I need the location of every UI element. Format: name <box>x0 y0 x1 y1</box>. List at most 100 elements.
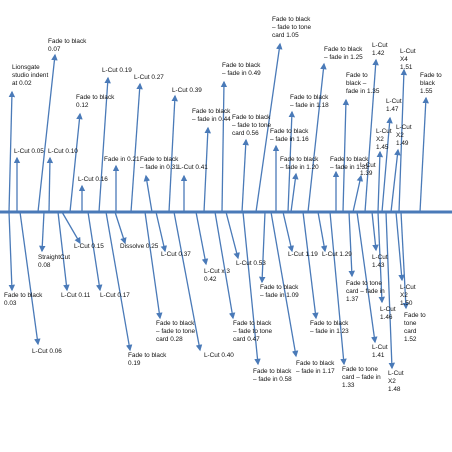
connector-arrow-fade-tone-105 <box>255 42 283 213</box>
event-label-fade-black-003: Fade to black 0.03 <box>4 292 43 307</box>
connector-arrow-lcut-141 <box>356 211 378 344</box>
connector-layer <box>8 42 429 370</box>
event-label-fade-tone-152: Fade to tone card 1.52 <box>404 312 426 343</box>
event-label-fade-tone-056: Fade to black – fade to tone card 0.56 <box>232 114 272 137</box>
connector-arrow-fade-black-007 <box>37 53 58 213</box>
connector-arrow-lcut-x2-150 <box>395 211 405 282</box>
event-label-lcut-006: L-Cut 0.06 <box>32 348 62 355</box>
event-label-lcut-147: L-Cut 1.47 <box>386 98 402 113</box>
connector-arrow-lcut-x3-042 <box>195 211 209 266</box>
connector-arrow-fade-tone-152 <box>400 211 409 310</box>
event-label-dissolve-025: Dissolve 0.25 <box>120 243 159 250</box>
connector-arrow-lcut-006 <box>19 211 41 346</box>
event-label-fade-black-in-031: Fade to black – fade in 0.31 <box>140 156 179 171</box>
connector-arrow-fade-black-in-044 <box>203 126 211 213</box>
event-label-lcut-x2-148: L-Cut X2 1.48 <box>388 370 404 393</box>
event-label-lcut-019: L-Cut 0.19 <box>102 67 132 74</box>
event-label-fade-black-in-125: Fade to black – fade in 1.25 <box>324 46 363 61</box>
event-label-fade-black-in-116: Fade to black – fade in 1.16 <box>270 128 309 143</box>
event-label-lcut-x2-150: L-Cut X2 1.50 <box>400 284 416 307</box>
connector-arrow-fade-tone-056 <box>241 138 249 213</box>
event-label-fade-black-in-135: Fade to black – fade in 1.35 <box>346 72 380 95</box>
connector-arrow-fade-tone-047 <box>214 211 236 320</box>
connector-arrow-lcut-x2-145 <box>376 150 384 213</box>
event-label-straight-cut-008: StraightCut 0.08 <box>38 254 70 269</box>
connector-arrow-lcut-x2-149 <box>390 148 401 213</box>
event-label-lcut-015: L-Cut 0.15 <box>74 243 104 250</box>
event-label-lcut-139: L-Cut 1.39 <box>360 162 376 177</box>
event-label-lcut-027: L-Cut 0.27 <box>134 74 164 81</box>
connector-arrow-lcut-119 <box>282 211 294 253</box>
connector-arrow-lcut-142 <box>364 58 379 213</box>
connector-arrow-fade-black-in-109 <box>258 211 266 284</box>
connector-arrow-fade-black-in-125 <box>307 62 327 213</box>
connector-arrow-fade-black-155 <box>419 96 429 213</box>
event-label-lcut-053: L-Cut 0.53 <box>236 260 266 267</box>
event-label-fade-black-007: Fade to black 0.07 <box>48 38 87 53</box>
event-label-fade-in-021: Fade in 0.21 <box>104 156 140 163</box>
connector-arrow-lcut-139 <box>352 174 364 213</box>
connector-arrow-fade-black-in-031 <box>143 174 153 213</box>
event-label-lcut-017: L-Cut 0.17 <box>100 292 130 299</box>
event-label-lcut-141: L-Cut 1.41 <box>372 344 388 359</box>
connector-arrow-lcut-143 <box>371 211 379 252</box>
event-label-lcut-x2-145: L-Cut X2 1.45 <box>376 128 392 151</box>
event-label-fade-tone-105: Fade to black – fade to tone card 1.05 <box>272 16 312 39</box>
connector-arrow-fade-black-in-120 <box>290 172 299 213</box>
event-label-fade-black-in-044: Fade to black – fade in 0.44 <box>192 108 231 123</box>
event-label-lcut-041: L-Cut 0.41 <box>178 164 208 171</box>
connector-arrow-fade-black-in-135 <box>342 98 350 213</box>
event-label-fade-black-in-058: Fade to black – fade in 0.58 <box>253 368 292 383</box>
event-label-lcut-037: L-Cut 0.37 <box>161 251 191 258</box>
event-label-fade-black-in-120: Fade to black – fade in 1.20 <box>280 156 319 171</box>
connector-arrow-lcut-x2-148 <box>385 211 396 370</box>
connector-arrow-fade-tone-028 <box>144 211 163 320</box>
event-label-lcut-146: L-Cut 1.46 <box>380 306 396 321</box>
event-label-fade-tone-047: Fade to black – fade to tone card 0.47 <box>233 320 273 343</box>
connector-arrow-lcut-037 <box>155 211 167 253</box>
connector-arrow-fade-tone-137 <box>348 211 356 278</box>
event-label-lcut-x3-042: L-Cut x 3 0.42 <box>204 268 230 283</box>
event-label-lcut-040: L-Cut 0.40 <box>204 352 234 359</box>
event-label-fade-black-019: Fade to black 0.19 <box>128 352 167 367</box>
event-label-lcut-005: L-Cut 0.05 <box>14 148 44 155</box>
connector-arrow-fade-black-in-123 <box>302 211 319 320</box>
connector-arrow-fade-black-in-049 <box>220 80 228 213</box>
event-label-lcut-016: L-Cut 0.16 <box>78 176 108 183</box>
event-label-fade-black-in-132: Fade to black – fade in 1.32 <box>330 156 369 171</box>
connector-arrow-fade-tone-133 <box>329 211 347 366</box>
event-label-fade-black-in-123: Fade to black – fade in 1.23 <box>310 320 349 335</box>
connector-arrow-lcut-147 <box>381 116 393 213</box>
connector-arrow-dissolve-025 <box>114 211 127 245</box>
connector-arrow-lcut-039 <box>168 94 178 213</box>
connector-arrow-fade-black-in-058 <box>242 211 261 366</box>
event-label-fade-tone-133: Fade to tone card – fade in 1.33 <box>342 366 381 389</box>
connector-arrow-lionsgate-ident <box>8 90 16 213</box>
connector-arrow-fade-black-012 <box>69 112 83 213</box>
event-label-fade-tone-028: Fade to black – fade to tone card 0.28 <box>156 320 196 343</box>
connector-arrow-fade-black-in-118 <box>287 110 296 213</box>
event-label-lcut-011: L-Cut 0.11 <box>61 292 91 299</box>
event-label-lcut-010: L-Cut 0.10 <box>48 148 78 155</box>
connector-arrow-lcut-129 <box>317 211 328 253</box>
connector-arrow-lcut-146 <box>377 211 386 304</box>
connector-arrow-lcut-017 <box>87 211 103 292</box>
event-label-fade-tone-137: Fade to tone card – fade in 1.37 <box>346 280 385 303</box>
connector-arrow-lcut-011 <box>57 211 70 292</box>
event-label-lcut-x2-149: L-Cut X2 1.49 <box>396 124 412 147</box>
connector-arrow-fade-black-003 <box>8 211 16 292</box>
connector-arrow-lcut-019 <box>98 76 111 213</box>
connector-arrow-lcut-027 <box>130 82 143 213</box>
event-label-lcut-143: L-Cut 1.43 <box>372 254 388 269</box>
connector-arrow-lcut-010 <box>46 156 54 213</box>
connector-arrow-lcut-040 <box>173 211 203 352</box>
event-label-fade-black-in-109: Fade to black – fade in 1.09 <box>260 284 299 299</box>
event-label-lionsgate-ident: Lionsgate studio indent at 0.02 <box>12 64 49 87</box>
connector-arrow-straight-cut-008 <box>39 211 46 253</box>
event-label-lcut-119: L-Cut 1.19 <box>288 251 318 258</box>
connector-arrow-fade-black-019 <box>105 211 133 352</box>
event-label-lcut-142: L-Cut 1.42 <box>372 42 388 57</box>
connector-arrow-lcut-x4-151 <box>398 68 408 213</box>
